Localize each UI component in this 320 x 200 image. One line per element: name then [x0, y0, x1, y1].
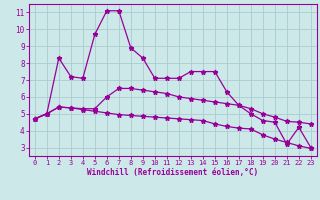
X-axis label: Windchill (Refroidissement éolien,°C): Windchill (Refroidissement éolien,°C) — [87, 168, 258, 177]
